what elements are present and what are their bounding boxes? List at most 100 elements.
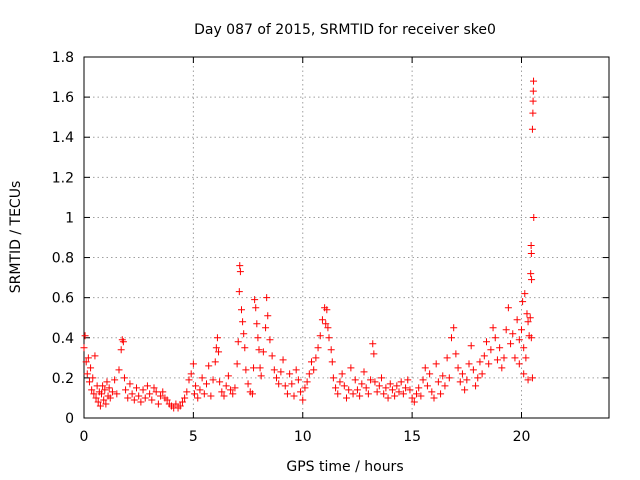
data-point <box>88 386 96 394</box>
data-point <box>106 394 114 402</box>
data-point <box>310 366 318 374</box>
data-point <box>472 382 480 390</box>
data-point <box>82 358 90 366</box>
data-point <box>524 376 532 384</box>
x-tick-label: 20 <box>513 429 531 445</box>
data-point <box>370 350 378 358</box>
data-point <box>454 364 462 372</box>
data-point <box>181 394 189 402</box>
data-point <box>382 384 390 392</box>
data-point <box>373 388 381 396</box>
data-point <box>458 370 466 378</box>
data-point <box>353 386 361 394</box>
data-point <box>212 344 220 352</box>
data-point <box>290 392 298 400</box>
data-point <box>241 344 249 352</box>
data-point <box>430 394 438 402</box>
chart-title: Day 087 of 2015, SRMTID for receiver ske… <box>194 22 496 38</box>
data-point <box>240 330 248 338</box>
data-point <box>130 396 138 404</box>
data-point <box>434 378 442 386</box>
data-point <box>509 330 517 338</box>
data-point <box>345 386 353 394</box>
data-point <box>255 346 263 354</box>
data-point <box>277 368 285 376</box>
data-point <box>303 378 311 386</box>
data-point <box>322 320 330 328</box>
data-point <box>100 396 108 404</box>
data-point <box>356 392 364 400</box>
data-point <box>336 378 344 386</box>
data-point <box>515 360 523 368</box>
data-point <box>338 370 346 378</box>
data-point <box>312 354 320 362</box>
data-point <box>231 384 239 392</box>
gridlines <box>84 57 609 418</box>
data-point <box>329 374 337 382</box>
data-point <box>87 364 95 372</box>
data-point <box>96 402 104 410</box>
y-tick-label: 0.2 <box>52 371 74 387</box>
data-point <box>101 386 109 394</box>
data-point <box>408 394 416 402</box>
data-point <box>369 340 377 348</box>
data-point <box>150 384 158 392</box>
data-point <box>520 344 528 352</box>
data-point <box>498 364 506 372</box>
data-point <box>395 388 403 396</box>
data-point <box>143 382 151 390</box>
data-point <box>257 372 265 380</box>
data-point <box>176 402 184 410</box>
data-point <box>487 346 495 354</box>
data-point <box>384 394 392 402</box>
data-point <box>504 304 512 312</box>
data-point <box>325 334 333 342</box>
data-point <box>299 396 307 404</box>
data-point <box>364 390 372 398</box>
data-point <box>404 376 412 384</box>
data-point <box>268 352 276 360</box>
data-point <box>523 310 531 318</box>
data-point <box>500 354 508 362</box>
data-point <box>439 372 447 380</box>
data-point <box>89 374 97 382</box>
data-point <box>227 386 235 394</box>
data-points <box>80 77 538 412</box>
data-point <box>248 390 256 398</box>
data-point <box>328 358 336 366</box>
data-point <box>98 390 105 398</box>
data-point <box>515 336 523 344</box>
y-tick-label: 1.2 <box>52 170 74 186</box>
data-point <box>91 352 99 360</box>
data-point <box>351 376 359 384</box>
data-point <box>220 392 228 400</box>
data-point <box>367 376 375 384</box>
data-point <box>413 390 420 398</box>
data-point <box>113 390 121 398</box>
data-point <box>275 380 283 388</box>
data-point <box>198 374 206 382</box>
data-point <box>513 316 521 324</box>
data-point <box>340 382 348 390</box>
data-point <box>152 388 160 396</box>
data-point <box>172 400 180 408</box>
data-point <box>80 344 88 352</box>
data-point <box>358 380 366 388</box>
data-point <box>402 384 410 392</box>
data-point <box>474 374 482 382</box>
data-point <box>163 396 171 404</box>
data-point <box>239 318 247 326</box>
data-point <box>410 398 418 406</box>
data-point <box>483 338 490 346</box>
data-point <box>266 336 274 344</box>
data-point <box>327 346 335 354</box>
x-axis-title: GPS time / hours <box>286 459 403 475</box>
data-point <box>332 384 340 392</box>
data-point <box>445 374 453 382</box>
data-point <box>281 382 289 390</box>
x-tick-label: 0 <box>80 429 89 445</box>
data-point <box>318 316 326 324</box>
data-point <box>478 370 486 378</box>
data-point <box>362 384 370 392</box>
data-point <box>256 364 264 372</box>
